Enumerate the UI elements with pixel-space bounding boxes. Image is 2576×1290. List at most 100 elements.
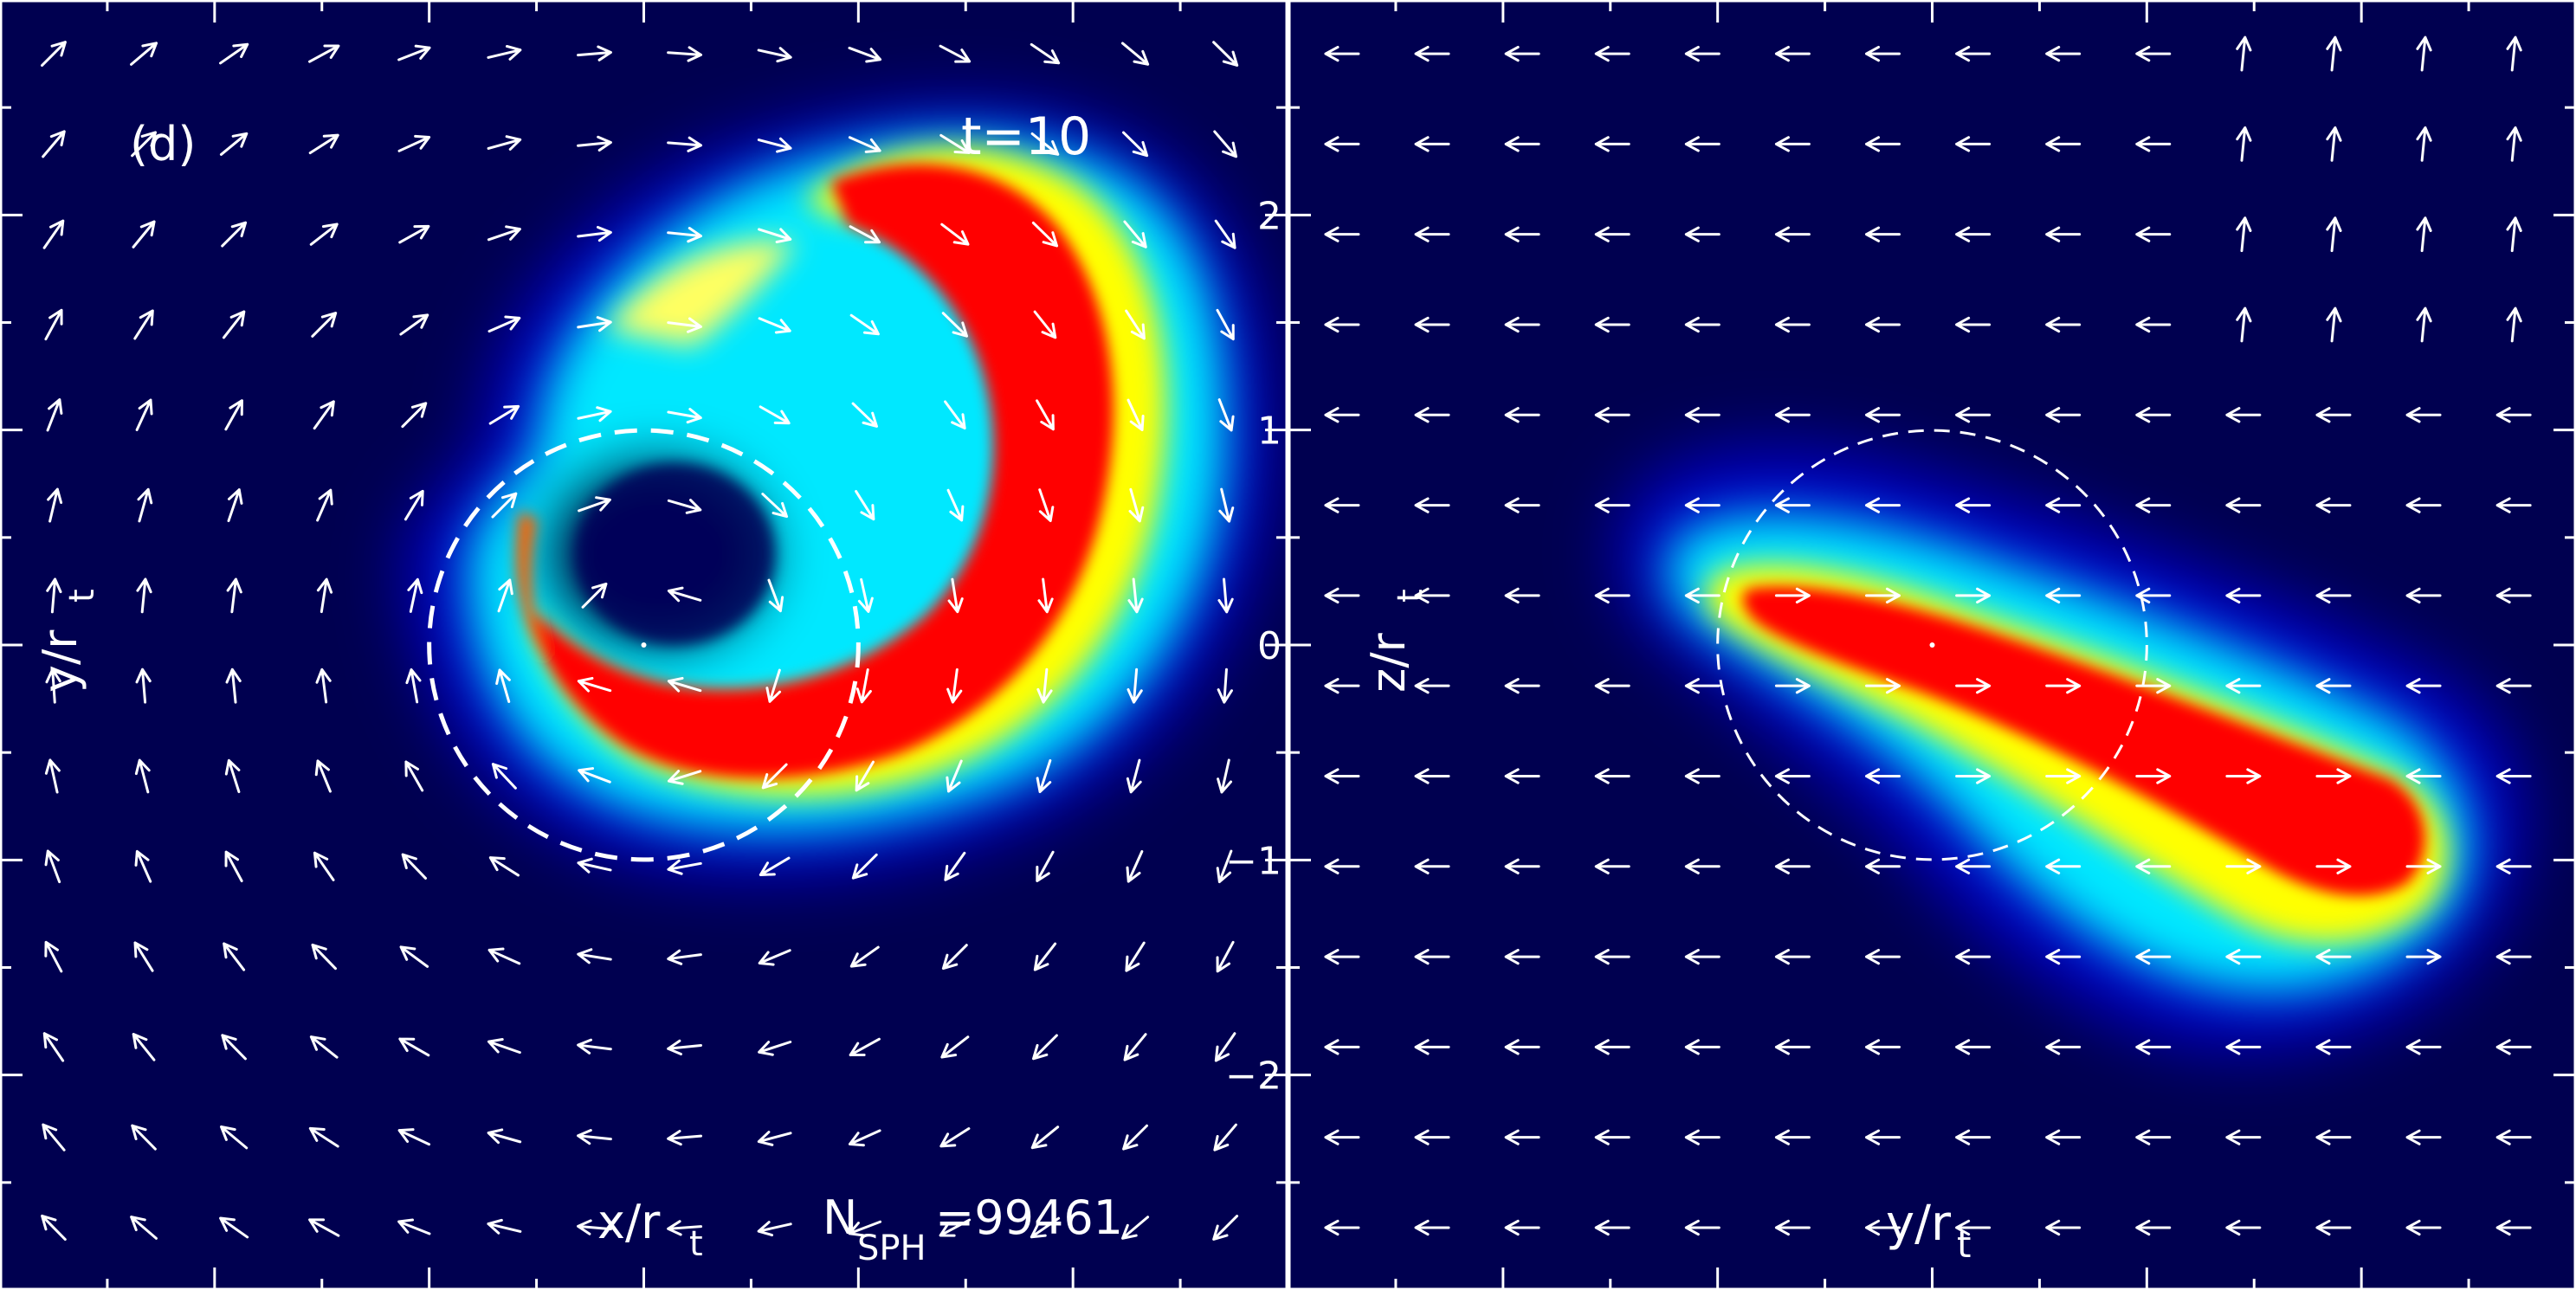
velocity-arrow: [758, 317, 791, 334]
velocity-arrow: [2045, 587, 2082, 604]
velocity-arrow: [2135, 1219, 2172, 1236]
velocity-arrow: [44, 308, 63, 341]
velocity-arrow: [1504, 1039, 1540, 1055]
velocity-arrow: [940, 223, 970, 246]
velocity-arrow: [1865, 407, 1901, 423]
velocity-arrow: [1038, 488, 1055, 523]
velocity-arrow: [946, 668, 963, 704]
velocity-arrow: [1125, 309, 1146, 340]
velocity-arrow: [1955, 948, 1992, 965]
velocity-arrow: [1774, 136, 1811, 152]
velocity-arrow: [1212, 41, 1239, 67]
velocity-arrow: [1594, 678, 1630, 694]
velocity-arrow: [1213, 130, 1238, 158]
velocity-arrow: [1955, 45, 1992, 62]
velocity-arrow: [1594, 768, 1630, 784]
velocity-arrow: [1123, 220, 1147, 248]
velocity-arrow: [849, 1037, 881, 1057]
velocity-arrow: [2506, 126, 2522, 162]
velocity-arrow: [1955, 316, 1992, 333]
velocity-arrow: [1128, 487, 1145, 523]
velocity-arrow: [1324, 587, 1360, 604]
velocity-arrow: [2045, 1219, 2082, 1236]
velocity-arrow: [761, 493, 789, 519]
velocity-arrow: [1216, 940, 1235, 973]
velocity-arrow: [667, 859, 702, 875]
velocity-arrow: [1414, 1129, 1450, 1145]
velocity-arrow: [1127, 398, 1145, 431]
left-y-axis-label: y/r t: [33, 589, 102, 693]
velocity-arrow: [855, 490, 875, 521]
velocity-arrow: [308, 133, 339, 155]
velocity-arrow: [1504, 497, 1540, 513]
velocity-arrow: [2045, 226, 2082, 242]
velocity-arrow: [1217, 668, 1233, 704]
velocity-arrow: [1684, 226, 1721, 242]
velocity-arrow: [759, 405, 791, 425]
velocity-arrow: [758, 1040, 792, 1056]
velocity-arrow: [1504, 226, 1540, 242]
velocity-arrow: [131, 1124, 157, 1151]
velocity-arrow: [1865, 316, 1901, 333]
velocity-arrow: [1504, 858, 1540, 874]
velocity-arrow: [1217, 577, 1234, 614]
velocity-arrow: [1218, 487, 1235, 523]
velocity-arrow: [1324, 678, 1360, 694]
velocity-arrow: [2416, 216, 2432, 253]
velocity-arrow: [940, 1035, 970, 1059]
velocity-arrow: [491, 492, 518, 519]
velocity-arrow: [849, 945, 880, 968]
velocity-arrow: [1865, 587, 1901, 604]
velocity-arrow: [1414, 858, 1450, 874]
velocity-arrow: [758, 228, 792, 243]
velocity-arrow: [1594, 226, 1630, 242]
velocity-arrow: [947, 577, 964, 614]
velocity-arrow: [1216, 849, 1233, 884]
velocity-arrow: [2045, 407, 2082, 423]
left-reference-circle: [427, 428, 861, 862]
velocity-arrow: [224, 850, 243, 883]
velocity-arrow: [1216, 308, 1235, 341]
velocity-arrow: [667, 227, 702, 243]
velocity-arrow: [132, 1033, 156, 1061]
velocity-arrow: [1324, 407, 1360, 423]
velocity-arrow: [227, 488, 243, 523]
velocity-arrow: [1684, 136, 1721, 152]
velocity-arrow: [2236, 35, 2252, 72]
velocity-arrow: [1031, 221, 1059, 248]
velocity-arrow: [311, 943, 337, 971]
velocity-arrow: [2315, 407, 2352, 423]
velocity-arrow: [2225, 497, 2262, 513]
velocity-arrow: [1684, 678, 1721, 694]
velocity-arrow: [1214, 1032, 1236, 1062]
velocity-arrow: [2416, 126, 2432, 162]
right-axes: [1287, 0, 2576, 1290]
velocity-arrow: [1865, 678, 1901, 694]
velocity-arrow: [1955, 1219, 1992, 1236]
velocity-arrow: [1123, 1033, 1147, 1061]
velocity-arrow: [1504, 316, 1540, 333]
velocity-arrow: [946, 488, 965, 522]
velocity-arrow: [42, 1032, 65, 1062]
velocity-arrow: [1594, 948, 1630, 965]
velocity-arrow: [1414, 497, 1450, 513]
velocity-arrow: [1213, 1123, 1237, 1151]
velocity-arrow: [851, 853, 878, 880]
velocity-arrow: [2315, 1219, 2352, 1236]
velocity-arrow: [765, 668, 782, 703]
right-velocity-field: [1324, 35, 2532, 1236]
velocity-arrow: [855, 668, 872, 704]
right-x-axis-label-sub: t: [1957, 1223, 1971, 1266]
right-density-map: [1619, 448, 2521, 1049]
velocity-arrow: [44, 940, 63, 973]
velocity-arrow: [1414, 407, 1450, 423]
velocity-arrow: [1594, 497, 1630, 513]
velocity-arrow: [1414, 226, 1450, 242]
velocity-arrow: [2416, 306, 2432, 343]
velocity-arrow: [2045, 678, 2082, 694]
velocity-arrow: [1414, 45, 1450, 62]
velocity-arrow: [1774, 768, 1811, 784]
velocity-arrow: [1121, 1216, 1150, 1240]
right-y-axis-label-sub: t: [1391, 589, 1430, 603]
velocity-arrow: [941, 312, 968, 338]
